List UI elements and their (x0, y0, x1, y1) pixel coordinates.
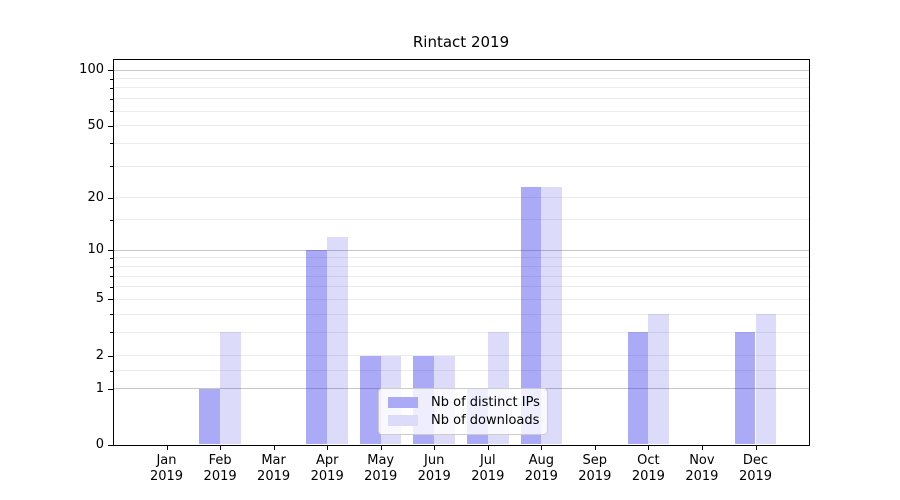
minor-gridline (113, 98, 809, 100)
y-tick-label: 5 (95, 291, 104, 307)
minor-gridline (113, 298, 809, 300)
minor-gridline (113, 331, 809, 333)
y-minor-tick (110, 370, 113, 372)
minor-gridline (113, 313, 809, 315)
y-minor-tick (110, 266, 113, 268)
y-tick (108, 197, 113, 199)
y-tick (108, 250, 113, 252)
x-tick (594, 445, 596, 450)
y-tick (108, 388, 113, 390)
minor-gridline (113, 219, 809, 221)
y-tick-label: 2 (95, 347, 104, 363)
x-tick (755, 445, 757, 450)
chart-title: Rintact 2019 (412, 33, 510, 51)
y-minor-tick (110, 332, 113, 334)
minor-gridline (113, 257, 809, 259)
bar-distinct-ips-aug (520, 186, 542, 445)
y-tick (108, 445, 113, 446)
bar-downloads-aug (541, 186, 563, 445)
y-tick-label: 0 (95, 437, 104, 452)
minor-gridline (113, 197, 809, 199)
bar-downloads-oct (648, 314, 670, 445)
y-minor-tick (110, 111, 113, 112)
y-minor-tick (110, 98, 113, 100)
minor-gridline (113, 165, 809, 167)
x-tick-label: Jul 2019 (471, 453, 505, 484)
y-minor-tick (110, 166, 113, 167)
x-tick (541, 445, 543, 450)
bar-downloads-apr (327, 236, 348, 445)
legend-label-downloads: Nb of downloads (431, 413, 540, 429)
y-minor-tick (110, 78, 113, 80)
minor-gridline (113, 110, 809, 112)
x-tick (380, 445, 382, 450)
x-tick-label: Mar 2019 (257, 453, 291, 484)
x-tick (701, 445, 703, 450)
y-tick-label: 10 (87, 242, 104, 258)
x-tick-label: Sep 2019 (578, 453, 612, 484)
legend: Nb of distinct IPs Nb of downloads (378, 388, 548, 435)
y-tick-label: 1 (95, 380, 104, 396)
minor-gridline (113, 142, 809, 144)
y-tick (108, 125, 113, 127)
y-minor-tick (110, 257, 113, 259)
x-tick (220, 445, 222, 450)
x-tick-label: Jan 2019 (149, 453, 184, 484)
bar-distinct-ips-dec (734, 332, 756, 445)
x-tick-label: Oct 2019 (631, 453, 665, 484)
y-minor-tick (110, 314, 113, 316)
x-tick (166, 445, 168, 450)
legend-label-distinct-ips: Nb of distinct IPs (431, 394, 540, 410)
minor-gridline (113, 275, 809, 277)
legend-swatch-downloads-icon (388, 415, 418, 427)
major-gridline (113, 249, 809, 251)
x-tick (273, 445, 275, 450)
x-tick-label: Aug 2019 (524, 453, 558, 484)
minor-gridline (113, 266, 809, 267)
y-tick-label: 20 (87, 189, 104, 205)
bar-downloads-feb (220, 332, 241, 445)
x-tick (327, 445, 329, 450)
y-minor-tick (110, 87, 113, 89)
x-tick (648, 445, 650, 450)
legend-swatch-distinct-ips-icon (388, 396, 418, 408)
y-tick (108, 299, 113, 301)
bar-distinct-ips-feb (199, 388, 221, 445)
x-tick-label: Jun 2019 (417, 453, 451, 484)
y-tick-label: 50 (87, 117, 104, 133)
bar-downloads-dec (755, 314, 777, 445)
y-tick (108, 70, 113, 71)
x-tick-label: Feb 2019 (203, 453, 237, 484)
x-tick-label: May 2019 (364, 453, 398, 484)
y-minor-tick (110, 219, 113, 221)
x-tick-label: Apr 2019 (310, 453, 344, 484)
bar-distinct-ips-may (359, 355, 381, 445)
bar-distinct-ips-oct (627, 332, 649, 445)
y-tick-label: 100 (79, 62, 104, 77)
bar-distinct-ips-apr (306, 250, 328, 445)
x-tick (487, 445, 489, 450)
minor-gridline (113, 78, 809, 79)
major-gridline (113, 69, 809, 71)
y-minor-tick (110, 286, 113, 288)
x-tick-label: Nov 2019 (685, 453, 719, 484)
minor-gridline (113, 370, 809, 371)
minor-gridline (113, 286, 809, 288)
x-tick-label: Dec 2019 (738, 453, 773, 484)
minor-gridline (113, 125, 809, 126)
y-minor-tick (110, 276, 113, 277)
legend-item-downloads: Nb of downloads (388, 413, 540, 429)
minor-gridline (113, 355, 809, 357)
y-minor-tick (110, 143, 113, 145)
minor-gridline (113, 87, 809, 89)
legend-item-distinct-ips: Nb of distinct IPs (388, 394, 540, 410)
x-tick (434, 445, 436, 450)
y-tick (108, 355, 113, 357)
